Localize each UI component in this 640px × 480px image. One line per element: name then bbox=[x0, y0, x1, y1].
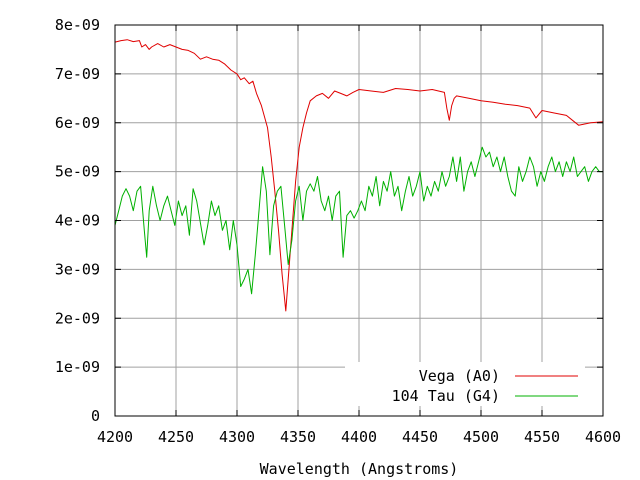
y-tick-label: 5e-09 bbox=[55, 163, 100, 181]
x-tick-label: 4350 bbox=[280, 428, 316, 446]
series-line-1 bbox=[114, 146, 603, 295]
x-tick-label: 4300 bbox=[219, 428, 255, 446]
series-line-0 bbox=[114, 39, 604, 312]
legend: Vega (A0) 104 Tau (G4) bbox=[345, 362, 585, 406]
legend-label: 104 Tau (G4) bbox=[392, 387, 500, 405]
x-tick-label: 4550 bbox=[524, 428, 560, 446]
y-tick-label: 2e-09 bbox=[55, 309, 100, 327]
x-tick-label: 4200 bbox=[97, 428, 133, 446]
y-tick-labels: 0 1e-09 2e-09 3e-09 4e-09 5e-09 6e-09 7e-09 8e-0… bbox=[55, 16, 100, 425]
x-tick-label: 4450 bbox=[402, 428, 438, 446]
x-tick-label: 4250 bbox=[158, 428, 194, 446]
x-tick-labels: 4200 4250 4300 4350 4400 4450 4500 4550 4600 bbox=[97, 428, 621, 446]
y-tick-label: 3e-09 bbox=[55, 260, 100, 278]
y-tick-label: 1e-09 bbox=[55, 358, 100, 376]
series-layer bbox=[114, 39, 604, 312]
y-tick-label: 7e-09 bbox=[55, 65, 100, 83]
y-tick-label: 8e-09 bbox=[55, 16, 100, 34]
x-tick-label: 4600 bbox=[585, 428, 621, 446]
y-tick-label: 4e-09 bbox=[55, 212, 100, 230]
legend-background bbox=[345, 362, 585, 406]
x-tick-label: 4400 bbox=[341, 428, 377, 446]
grid-lines bbox=[115, 25, 603, 416]
x-axis-label: Wavelength (Angstroms) bbox=[260, 460, 459, 478]
tick-marks bbox=[114, 24, 604, 417]
y-tick-label: 6e-09 bbox=[55, 114, 100, 132]
y-tick-label: 0 bbox=[91, 407, 100, 425]
x-tick-label: 4500 bbox=[463, 428, 499, 446]
legend-label: Vega (A0) bbox=[419, 367, 500, 385]
